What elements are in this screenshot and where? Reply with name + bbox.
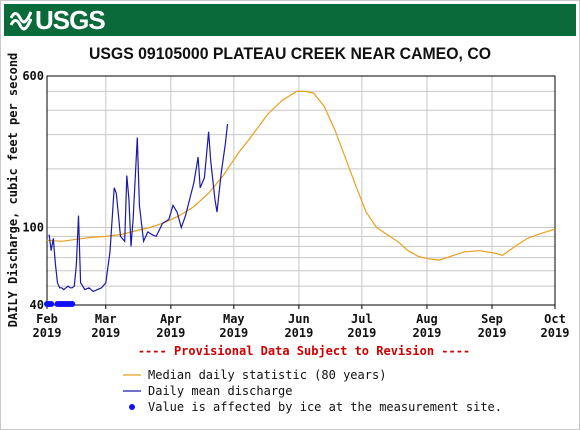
x-tick-label-month: Apr bbox=[160, 312, 182, 326]
y-axis-label: DAILY Discharge, cubic feet per second bbox=[6, 53, 20, 328]
x-tick-label-month: Jun bbox=[288, 312, 310, 326]
x-tick-label-month: Sep bbox=[481, 312, 503, 326]
x-tick-label-year: 2019 bbox=[541, 326, 570, 340]
x-tick-label-year: 2019 bbox=[478, 326, 507, 340]
y-tick-label: 100 bbox=[22, 221, 44, 235]
x-tick-label-month: Jul bbox=[351, 312, 373, 326]
legend-label: Daily mean discharge bbox=[148, 384, 293, 398]
x-tick-label-year: 2019 bbox=[219, 326, 248, 340]
legend-label: Value is affected by ice at the measurem… bbox=[148, 400, 502, 414]
usgs-logo-text: USGS bbox=[35, 4, 106, 35]
provisional-notice: ---- Provisional Data Subject to Revisio… bbox=[138, 344, 470, 358]
median-discharge-line bbox=[46, 90, 556, 261]
usgs-logo[interactable]: USGS bbox=[10, 4, 106, 35]
x-tick-label-year: 2019 bbox=[412, 326, 441, 340]
ice-markers bbox=[44, 301, 76, 307]
plot-frame bbox=[46, 75, 556, 306]
legend-label: Median daily statistic (80 years) bbox=[148, 368, 386, 382]
chart-grid bbox=[46, 76, 556, 309]
x-tick-label-month: Feb bbox=[36, 312, 58, 326]
x-tick-label-month: Oct bbox=[544, 312, 566, 326]
x-tick-labels: Feb2019Mar2019Apr2019May2019Jun2019Jul20… bbox=[33, 312, 570, 340]
x-tick-label-year: 2019 bbox=[156, 326, 185, 340]
y-tick-label: 40 bbox=[30, 298, 44, 312]
x-tick-label-year: 2019 bbox=[284, 326, 313, 340]
daily-mean-discharge-line bbox=[48, 123, 229, 293]
x-tick-label-month: Mar bbox=[95, 312, 117, 326]
chart-title: USGS 09105000 PLATEAU CREEK NEAR CAMEO, … bbox=[88, 44, 492, 63]
usgs-wave-icon bbox=[10, 11, 32, 31]
x-tick-label-year: 2019 bbox=[33, 326, 62, 340]
x-tick-label-month: May bbox=[223, 312, 245, 326]
ice-marker bbox=[69, 301, 76, 307]
x-tick-label-year: 2019 bbox=[91, 326, 120, 340]
x-tick-label-month: Aug bbox=[416, 312, 438, 326]
y-tick-label: 600 bbox=[22, 69, 44, 83]
legend: Median daily statistic (80 years) Daily m… bbox=[123, 368, 502, 414]
ice-marker bbox=[48, 301, 55, 307]
y-tick-labels: 40 100 600 bbox=[22, 69, 44, 312]
usgs-banner: USGS bbox=[4, 4, 576, 36]
x-tick-label-year: 2019 bbox=[347, 326, 376, 340]
series-layer bbox=[46, 90, 556, 293]
legend-swatch-dot bbox=[129, 404, 135, 410]
